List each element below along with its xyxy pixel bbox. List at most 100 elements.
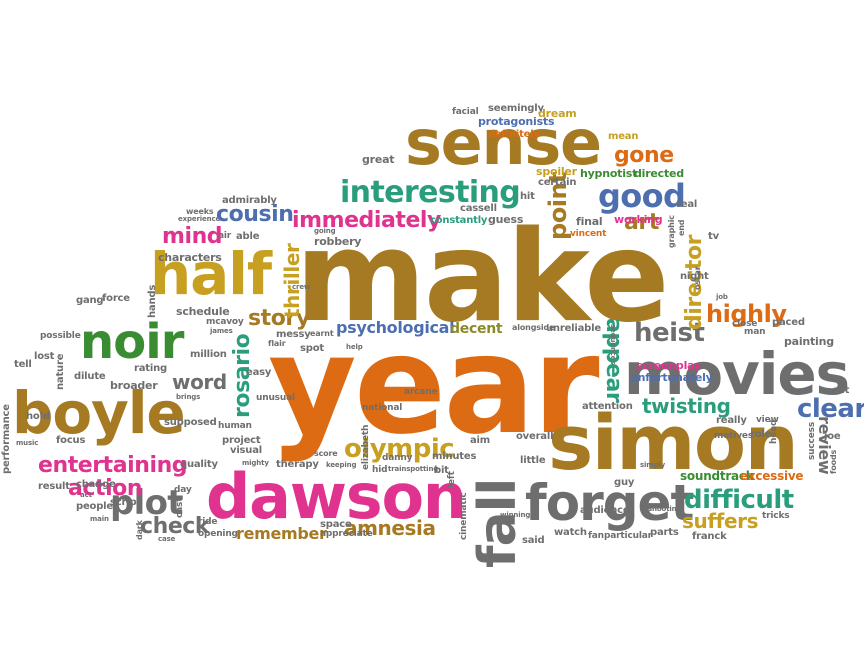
word-schedule: schedule [176,305,230,318]
word-opening: opening [198,529,238,539]
word-shooting: shooting [648,505,682,513]
word-focus: focus [56,435,86,446]
word-story: story [248,306,310,331]
word-twisting: twisting [642,394,731,418]
word-art: art [624,210,659,235]
word-mcavoy: mcavoy [206,317,244,327]
word-joe: joe [824,431,841,442]
word-simon: simon [548,398,799,487]
word-admirably: admirably [222,195,277,206]
word-said: said [522,535,545,546]
word-tv: tv [708,231,719,242]
word-appreciate: appreciate [320,529,373,539]
word-difficult: difficult [684,485,794,515]
word-cinematic: cinematic [459,492,469,541]
word-script: script [110,497,141,508]
word-really: really [716,415,747,426]
word-gang: gang [76,295,104,306]
word-great: great [362,153,395,166]
word-experience: experience [178,215,221,223]
word-particular: particular [604,531,652,541]
word-painting: painting [784,335,834,348]
word-motives: motives [714,431,754,441]
word-paced: paced [772,317,805,328]
word-half: half [150,240,272,308]
word-visual: visual [230,445,262,456]
word-dilute: dilute [74,371,106,382]
word-project: project [222,435,261,446]
word-aim: aim [470,435,490,446]
word-simply: simply [640,461,665,469]
word-soundtrack: soundtrack [680,469,754,483]
word-job: job [716,293,728,301]
word-final: final [576,215,603,228]
word-cast: cast [175,497,185,518]
word-head: head [769,419,779,444]
word-unusual: unusual [256,393,295,403]
word-james: james [210,327,233,335]
word-action: action [68,476,143,501]
word-decent: decent [450,321,503,337]
word-left: left [447,471,457,488]
word-noir: noir [80,314,184,370]
word-therapy: therapy [276,459,319,470]
word-check: check [140,514,210,539]
word-mind: mind [162,224,223,249]
word-gone: gone [614,143,674,168]
word-million: million [190,349,227,360]
word-dark: dark [135,520,144,540]
word-franck: franck [692,531,727,542]
word-excessive: excessive [740,469,804,483]
word-plot: plot [110,483,184,523]
word-interesting: interesting [340,175,521,210]
word-year: year [268,307,600,465]
word-dawson: dawson [206,460,467,533]
word-alongside: alongside [512,323,555,332]
word-hold: hold [26,411,50,422]
word-real: real [676,199,698,210]
word-elizabeth: elizabeth [361,424,371,470]
word-amnesia: amnesia [344,516,436,540]
word-rating: rating [134,363,167,374]
word-characters: characters [158,251,222,264]
word-unreliable: unreliable [546,323,601,334]
word-robbery: robbery [314,235,362,248]
word-cousin: cousin [216,202,294,227]
word-view: view [756,415,779,425]
word-watch: watch [554,527,587,538]
word-unfortunately: unfortunately [630,371,713,384]
word-going: going [314,227,336,235]
word-success: success [807,422,817,460]
word-seemingly: seemingly [488,103,544,114]
word-thriller: thriller [280,243,304,318]
word-mean: mean [608,131,639,142]
word-entertaining: entertaining [38,453,188,478]
word-mighty: mighty [242,459,269,467]
word-protagonists: protagonists [478,115,555,128]
word-hypnotist: hypnotist [580,167,638,180]
word-word: word [172,370,227,394]
word-possible: possible [40,331,81,341]
word-day: day [174,485,192,495]
word-tell: tell [14,359,32,370]
word-definitely: definitely [488,129,540,140]
word-supposed: supposed [164,417,217,428]
word-fan: fan [588,531,604,541]
word-winning: winning [500,511,531,519]
word-people: people [76,501,113,512]
word-spoiler: spoiler [536,165,577,178]
word-boyle: boyle [12,379,186,447]
word-remember: remember [236,524,327,543]
word-keeping: keeping [326,461,357,469]
word-messy: messy [276,329,311,340]
word-guess: guess [488,213,524,226]
word-lost: lost [34,351,55,362]
word-highly: highly [706,300,787,328]
word-trainspotting: trainspotting [388,465,439,473]
word-clear: clear [797,394,864,424]
word-audience: audience [580,505,630,516]
word-force: force [102,293,130,304]
word-screenplay: screenplay [636,359,701,372]
word-guy: guy [614,477,635,488]
